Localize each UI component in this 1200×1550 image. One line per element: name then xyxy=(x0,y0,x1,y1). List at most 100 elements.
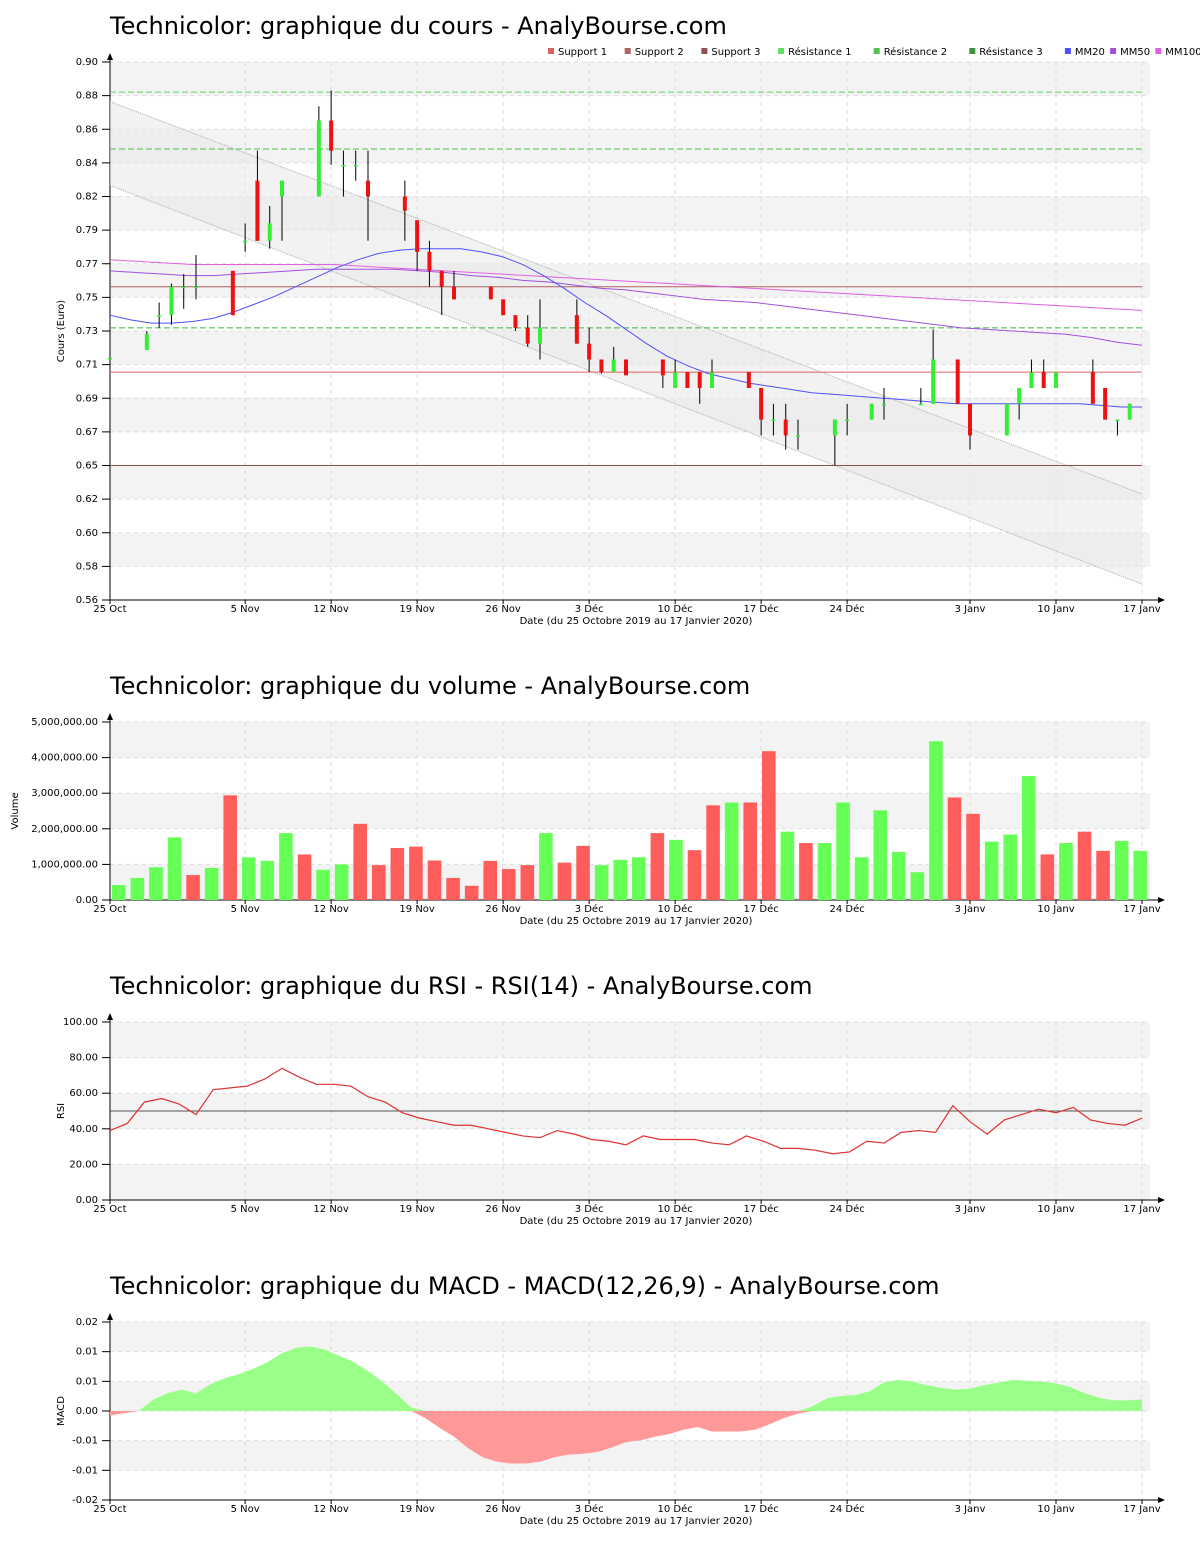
y-tick-label: -0.02 xyxy=(72,1495,98,1506)
volume-bar xyxy=(539,833,553,900)
candle xyxy=(759,387,764,436)
candle xyxy=(538,299,542,360)
legend-label: Support 2 xyxy=(635,47,684,58)
x-tick-label: 10 Déc xyxy=(658,603,693,615)
candle xyxy=(660,359,665,388)
x-tick-label: 19 Nov xyxy=(399,1204,435,1215)
candle-body xyxy=(697,372,702,388)
volume-bar xyxy=(149,867,163,900)
candle xyxy=(685,372,690,388)
grid-band xyxy=(110,1440,1150,1471)
x-tick-label: 5 Nov xyxy=(231,904,260,915)
volume-bar xyxy=(427,860,442,900)
volume-bar xyxy=(279,833,293,900)
volume-bar xyxy=(130,877,145,900)
y-tick-label: 0.79 xyxy=(76,225,98,236)
x-tick-label: 26 Nov xyxy=(485,904,521,915)
candle-body xyxy=(1103,387,1108,420)
volume-bar xyxy=(223,795,237,900)
y-tick-label: 0.77 xyxy=(76,259,98,270)
volume-bar xyxy=(687,850,702,900)
x-tick-label: 10 Déc xyxy=(658,1503,693,1515)
legend-label: Résistance 2 xyxy=(884,46,947,58)
candle xyxy=(673,359,678,388)
candle-body xyxy=(144,334,149,350)
volume-bar xyxy=(464,885,479,900)
grid-band xyxy=(110,532,1150,567)
y-tick-label: 0.73 xyxy=(76,326,98,337)
x-tick-label: 17 Janv xyxy=(1123,1504,1160,1515)
y-axis-label: Cours (Euro) xyxy=(56,300,67,363)
candle xyxy=(169,283,174,325)
x-tick-label: 25 Oct xyxy=(93,1204,126,1215)
volume-bar xyxy=(873,810,887,900)
y-axis-label: RSI xyxy=(56,1103,67,1119)
y-axis-label: MACD xyxy=(56,1396,67,1426)
candle xyxy=(918,387,923,406)
x-tick-label: 10 Janv xyxy=(1037,604,1074,615)
legend-label: Support 1 xyxy=(558,47,607,58)
x-tick-label: 3 Janv xyxy=(955,1204,986,1215)
volume-bar xyxy=(409,846,423,900)
volume-bar xyxy=(780,831,795,900)
candle-body xyxy=(673,372,678,388)
y-tick-label: 40.00 xyxy=(69,1124,98,1135)
macd-positive-area xyxy=(110,1346,1142,1411)
x-tick-label: 10 Janv xyxy=(1037,1504,1074,1515)
y-tick-label: 100.00 xyxy=(63,1017,98,1028)
grid-band xyxy=(110,1022,1150,1058)
legend-swatch xyxy=(1110,48,1117,54)
volume-bar xyxy=(1022,776,1036,900)
volume-bar xyxy=(836,802,850,900)
candle-body xyxy=(280,180,284,197)
candle-body xyxy=(230,270,235,316)
candle-body xyxy=(845,419,850,422)
volume-bar xyxy=(186,875,200,900)
volume-bar xyxy=(372,865,386,900)
y-tick-label: 4,000,000.00 xyxy=(31,753,98,764)
chart-title: Technicolor: graphique du MACD - MACD(12… xyxy=(109,1272,940,1300)
legend-swatch xyxy=(624,48,631,54)
candle xyxy=(366,150,370,241)
chart-panel-3: Technicolor: graphique du RSI - RSI(14) … xyxy=(56,972,1165,1227)
x-tick-label: 5 Nov xyxy=(231,1204,260,1215)
candle xyxy=(452,270,456,300)
x-tick-label: 3 Janv xyxy=(955,904,986,915)
volume-bar xyxy=(297,854,312,900)
candle-body xyxy=(329,120,334,151)
y-tick-label: 0.86 xyxy=(76,124,98,135)
x-tick-label: 17 Janv xyxy=(1123,604,1160,615)
volume-bar xyxy=(520,865,535,900)
x-tick-label: 17 Déc xyxy=(744,1203,779,1215)
candle xyxy=(845,403,850,436)
x-axis-label: Date (du 25 Octobre 2019 au 17 Janvier 2… xyxy=(520,1216,753,1227)
y-axis-arrow xyxy=(107,1013,113,1020)
volume-bar xyxy=(1003,834,1017,900)
volume-bar xyxy=(576,845,590,900)
candle xyxy=(525,315,530,347)
candle-body xyxy=(968,403,972,436)
y-tick-label: 3,000,000.00 xyxy=(31,788,98,799)
y-tick-label: 0.02 xyxy=(76,1317,98,1328)
x-tick-label: 3 Janv xyxy=(955,1504,986,1515)
x-tick-label: 19 Nov xyxy=(399,604,435,615)
candle xyxy=(488,286,493,300)
candle-body xyxy=(1041,372,1046,388)
x-tick-label: 17 Janv xyxy=(1123,1204,1160,1215)
volume-bar xyxy=(632,857,646,900)
legend-label: Support 3 xyxy=(711,47,760,58)
candle-body xyxy=(660,359,665,376)
y-tick-label: 0.01 xyxy=(76,1376,98,1387)
volume-bar xyxy=(929,741,943,900)
candle-body xyxy=(1004,403,1009,436)
x-tick-label: 3 Déc xyxy=(575,903,604,915)
x-tick-label: 26 Nov xyxy=(485,1204,521,1215)
candle-body xyxy=(832,419,837,436)
candle xyxy=(869,403,874,420)
y-axis-label: Volume xyxy=(10,792,21,829)
volume-bar xyxy=(743,802,757,900)
x-axis-label: Date (du 25 Octobre 2019 au 17 Janvier 2… xyxy=(520,916,753,927)
legend-swatch xyxy=(1064,48,1071,54)
y-tick-label: 0.90 xyxy=(76,57,98,68)
y-tick-label: 0.82 xyxy=(76,192,98,203)
